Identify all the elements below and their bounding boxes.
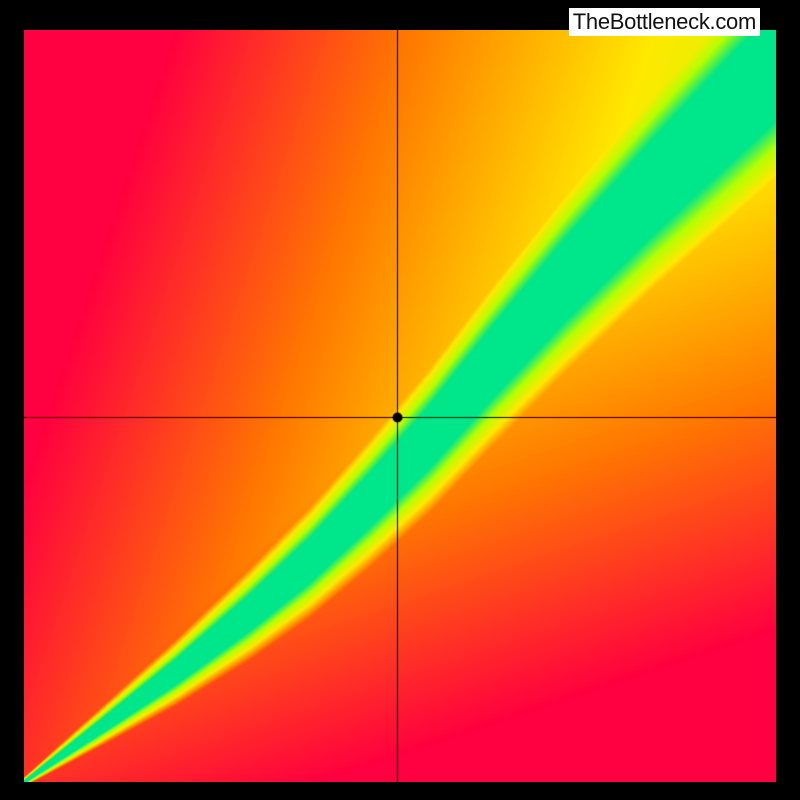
plot-area (24, 30, 776, 782)
chart-container: TheBottleneck.com (0, 0, 800, 800)
heatmap-canvas (24, 30, 776, 782)
watermark-label: TheBottleneck.com (569, 8, 760, 36)
